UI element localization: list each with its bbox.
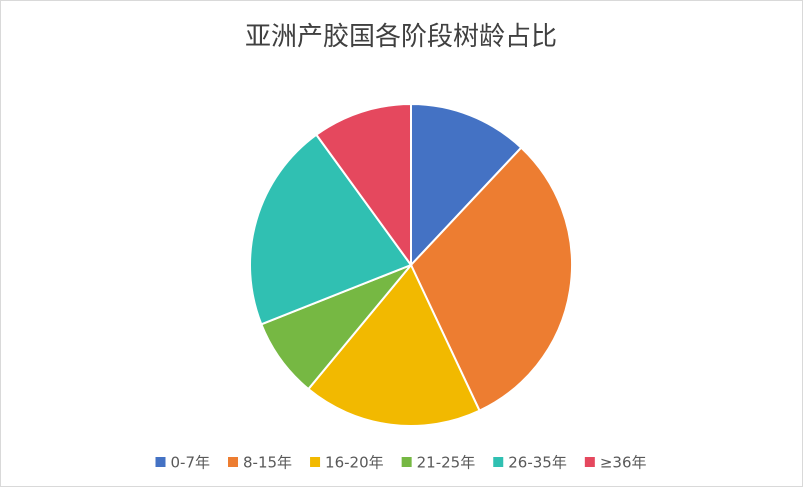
pie-slice xyxy=(410,102,523,268)
legend-swatch xyxy=(228,457,239,467)
chart-title: 亚洲产胶国各阶段树龄占比 xyxy=(245,22,557,52)
legend: 0-7年 8-15年 16-20年 21-25年 26-35年 ≥36年 xyxy=(155,454,647,472)
legend-swatch xyxy=(155,457,166,467)
legend-label: 26-35年 xyxy=(508,454,567,472)
legend-label: 21-25年 xyxy=(417,454,476,472)
legend-swatch xyxy=(401,457,412,467)
legend-swatch xyxy=(493,457,504,467)
pie-slice xyxy=(409,146,573,413)
pie-slice xyxy=(306,263,481,427)
pie-slice xyxy=(249,133,413,326)
pie-slice xyxy=(314,102,412,269)
legend-label: 8-15年 xyxy=(243,454,292,472)
pie xyxy=(249,102,573,427)
legend-swatch xyxy=(584,457,595,467)
legend-swatch xyxy=(310,457,321,467)
legend-label: ≥36年 xyxy=(600,454,647,472)
legend-label: 0-7年 xyxy=(171,454,211,472)
legend-label: 16-20年 xyxy=(325,454,384,472)
